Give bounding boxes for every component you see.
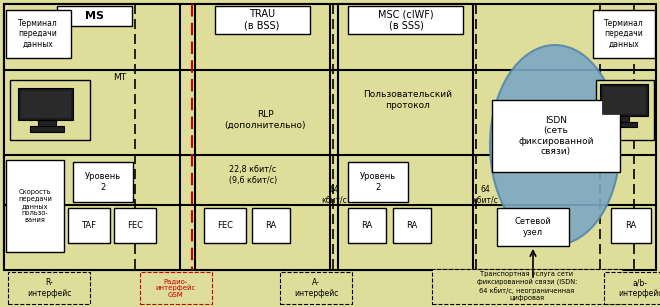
- Bar: [602, 86, 646, 114]
- Bar: [57, 6, 132, 26]
- Text: RA: RA: [626, 220, 637, 230]
- Bar: [140, 272, 212, 304]
- Text: TAF: TAF: [81, 220, 96, 230]
- Text: MS: MS: [84, 11, 104, 21]
- Text: R-
интерфейс: R- интерфейс: [27, 278, 71, 298]
- Text: 22,8 кбит/с
(9,6 кбит/с): 22,8 кбит/с (9,6 кбит/с): [229, 165, 277, 185]
- Text: RLP
(дополнительно): RLP (дополнительно): [224, 110, 306, 130]
- Bar: [73, 162, 133, 202]
- Bar: [68, 208, 110, 243]
- Ellipse shape: [490, 45, 620, 245]
- Text: Терминал
передачи
данных: Терминал передачи данных: [18, 19, 58, 49]
- Text: Пользовательский
протокол: Пользовательский протокол: [364, 90, 453, 110]
- Bar: [20, 90, 71, 118]
- Bar: [348, 208, 386, 243]
- Text: MT: MT: [114, 73, 127, 83]
- Bar: [497, 208, 569, 246]
- Text: TRAU
(в BSS): TRAU (в BSS): [244, 9, 280, 31]
- Bar: [18, 88, 73, 120]
- Bar: [10, 80, 90, 140]
- Bar: [4, 4, 656, 270]
- Bar: [6, 10, 71, 58]
- Bar: [348, 6, 463, 34]
- Bar: [492, 100, 620, 172]
- Bar: [604, 272, 660, 304]
- Text: Транспортная услуга сети
фиксированной связи (ISDN:
64 кбит/с, неограниченная
ци: Транспортная услуга сети фиксированной с…: [477, 271, 578, 301]
- Text: FEC: FEC: [217, 220, 233, 230]
- Bar: [611, 208, 651, 243]
- Text: Уровень
2: Уровень 2: [85, 172, 121, 192]
- Bar: [348, 162, 408, 202]
- Bar: [204, 208, 246, 243]
- Bar: [6, 160, 64, 252]
- Text: RA: RA: [362, 220, 373, 230]
- Text: Радио-
интерфейс
GSM: Радио- интерфейс GSM: [156, 278, 196, 298]
- Bar: [215, 6, 310, 34]
- Bar: [615, 116, 629, 123]
- Bar: [432, 269, 622, 304]
- Text: FEC: FEC: [127, 220, 143, 230]
- Text: Сетевой
узел: Сетевой узел: [515, 217, 551, 237]
- Bar: [600, 84, 648, 116]
- Bar: [393, 208, 431, 243]
- Text: ISDN
(сеть
фиксированной
связи): ISDN (сеть фиксированной связи): [518, 116, 594, 156]
- Bar: [8, 272, 90, 304]
- Bar: [593, 10, 655, 58]
- Text: Терминал
передачи
данных: Терминал передачи данных: [604, 19, 644, 49]
- Text: RA: RA: [265, 220, 277, 230]
- Text: A-
интерфейс: A- интерфейс: [294, 278, 338, 298]
- Bar: [30, 126, 64, 132]
- Bar: [195, 4, 330, 270]
- Text: 64
кбит/с: 64 кбит/с: [472, 185, 498, 205]
- Text: MSC (сIWF)
(в SSS): MSC (сIWF) (в SSS): [378, 9, 434, 31]
- Bar: [607, 122, 637, 127]
- Bar: [338, 4, 473, 270]
- Bar: [4, 4, 180, 270]
- Text: RA: RA: [407, 220, 418, 230]
- Text: a/b-
интерфейс: a/b- интерфейс: [618, 278, 660, 298]
- Bar: [252, 208, 290, 243]
- Text: Скорость
передачи
данных
пользо-
вания: Скорость передачи данных пользо- вания: [18, 189, 52, 223]
- Bar: [38, 120, 56, 128]
- Bar: [596, 80, 654, 140]
- Bar: [114, 208, 156, 243]
- Text: 64
кбит/с: 64 кбит/с: [321, 185, 347, 205]
- Text: Уровень
2: Уровень 2: [360, 172, 396, 192]
- Bar: [280, 272, 352, 304]
